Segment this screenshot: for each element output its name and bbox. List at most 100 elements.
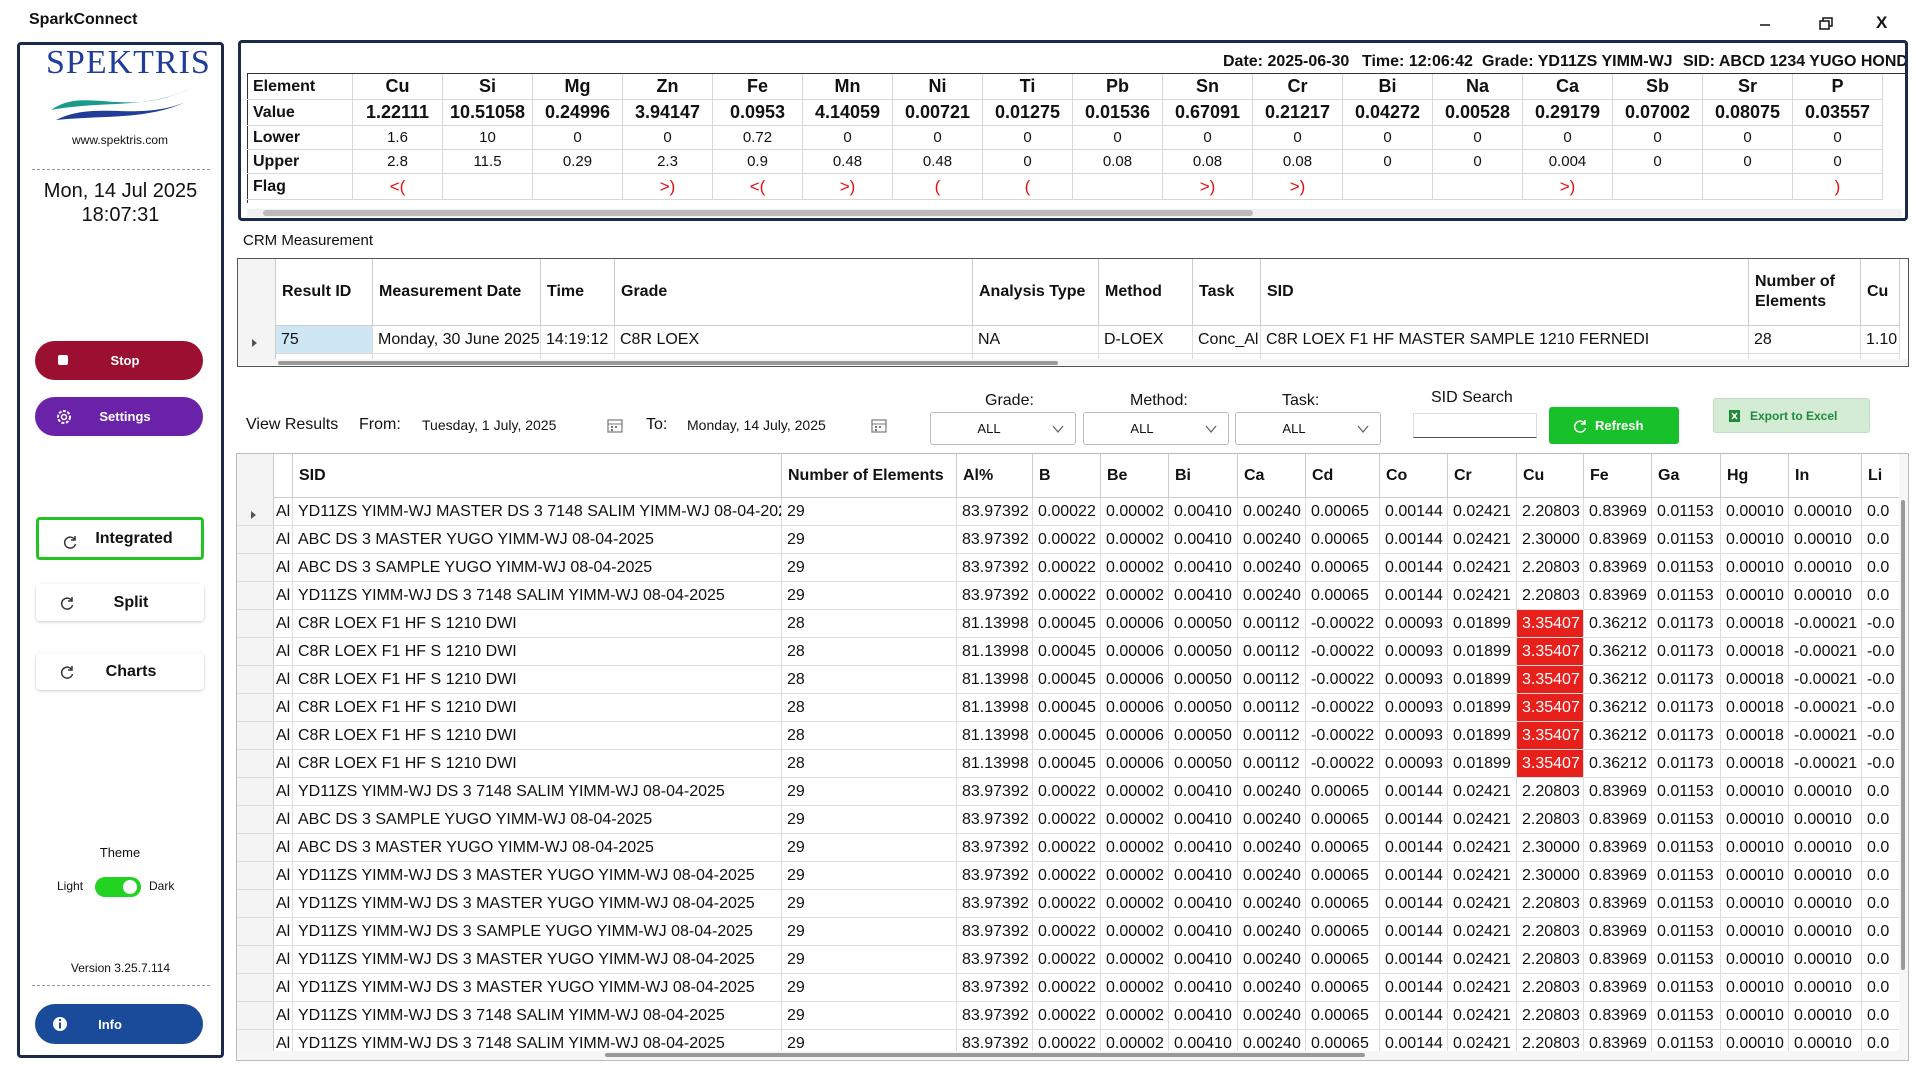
table-cell: YD11ZS YIMM-WJ DS 3 7148 SALIM YIMM-WJ 0… [293, 1002, 782, 1030]
table-cell: 0.83969 [1584, 1002, 1652, 1030]
sid-search-input[interactable] [1413, 413, 1537, 438]
table-cell [1433, 174, 1523, 200]
minimize-button[interactable] [1755, 14, 1775, 34]
table-cell: 0.00045 [1033, 722, 1101, 750]
column-header: B [1033, 454, 1101, 498]
table-cell: 0.83969 [1584, 582, 1652, 610]
button-label: Info [75, 1004, 145, 1044]
app-title: SparkConnect [29, 11, 137, 29]
table-cell: Al [274, 722, 293, 750]
table-cell: 0.83969 [1584, 946, 1652, 974]
column-header: Number of Elements [1749, 259, 1861, 326]
button-icon [51, 1015, 69, 1033]
table-cell: 0.00065 [1306, 526, 1380, 554]
scrollbar-thumb[interactable] [1901, 500, 1905, 970]
row-header-cell [237, 862, 274, 890]
column-header: Measurement Date [373, 259, 541, 326]
dropdown-arrow [1051, 422, 1065, 436]
table-cell: 0.00410 [1169, 862, 1238, 890]
column-header: Cu [1517, 454, 1584, 498]
table-cell: Al [274, 862, 293, 890]
grade-label: Grade: [985, 392, 1034, 410]
table-cell: 0.00006 [1101, 750, 1169, 778]
table-cell: 0.00240 [1238, 806, 1306, 834]
table-cell: 0.00006 [1101, 610, 1169, 638]
table-cell: 0.00410 [1169, 778, 1238, 806]
table-cell: 0.0 [1862, 946, 1900, 974]
table-cell: -0.00021 [1789, 694, 1862, 722]
table-cell: 0.02421 [1448, 862, 1517, 890]
column-header: Na [1433, 74, 1523, 100]
table-cell: 0.00093 [1380, 610, 1448, 638]
column-header: Co [1380, 454, 1448, 498]
table-cell: >) [803, 174, 893, 200]
calendar-button[interactable] [606, 416, 624, 434]
row-label: Flag [247, 174, 353, 200]
table-cell: -0.00022 [1306, 722, 1380, 750]
table-cell: 2.20803 [1517, 582, 1584, 610]
split-button[interactable]: Split [36, 584, 204, 621]
restore-button[interactable] [1815, 14, 1835, 34]
stop-button[interactable]: Stop [35, 341, 203, 380]
table-cell: 0.00045 [1033, 666, 1101, 694]
table-cell: D-LOEX [1099, 326, 1193, 354]
table-cell: YD11ZS YIMM-WJ DS 3 SAMPLE YUGO YIMM-WJ … [293, 918, 782, 946]
info-button[interactable]: Info [35, 1004, 203, 1044]
table-cell: 0.00093 [1380, 666, 1448, 694]
charts-button[interactable]: Charts [36, 653, 204, 690]
table-cell [443, 174, 533, 200]
table-cell: 0.00093 [1380, 750, 1448, 778]
row-header-cell [237, 806, 274, 834]
row-header-cell [237, 610, 274, 638]
refresh-button[interactable]: Refresh [1549, 407, 1679, 444]
dropdown[interactable]: ALL [1235, 412, 1381, 445]
table-cell: 0.0 [1862, 498, 1900, 526]
to-date[interactable]: Monday, 14 July, 2025 [687, 417, 826, 433]
table-cell: 0.00050 [1169, 722, 1238, 750]
table-cell: 0.00022 [1033, 554, 1101, 582]
table-cell: 0.0 [1862, 554, 1900, 582]
scrollbar-thumb[interactable] [605, 1053, 1365, 1057]
table-cell: 0.00410 [1169, 918, 1238, 946]
table-cell: Al [274, 554, 293, 582]
table-cell: 28 [782, 610, 957, 638]
table-cell: 0.00002 [1101, 862, 1169, 890]
settings-button[interactable]: Settings [35, 397, 203, 436]
table-cell: 75 [276, 326, 373, 354]
table-cell: -0.0 [1862, 750, 1900, 778]
theme-label: Theme [70, 845, 170, 860]
table-cell: Al [274, 750, 293, 778]
dropdown[interactable]: ALL [930, 412, 1076, 445]
export-button[interactable]: Export to Excel [1713, 398, 1870, 433]
integrated-button[interactable]: Integrated [36, 517, 204, 560]
table-cell: 0.00065 [1306, 946, 1380, 974]
row-header-cell [237, 582, 274, 610]
calendar-button[interactable] [870, 416, 888, 434]
table-cell: 0.01275 [983, 100, 1073, 126]
table-cell: -0.00022 [1306, 610, 1380, 638]
table-cell: 0.00410 [1169, 554, 1238, 582]
table-cell: 0.01153 [1652, 1002, 1721, 1030]
table-cell: 29 [782, 946, 957, 974]
table-cell: Al [274, 582, 293, 610]
table-cell: Al [274, 778, 293, 806]
table-cell: 83.97392 [957, 890, 1033, 918]
close-button[interactable]: X [1876, 13, 1887, 33]
scrollbar-thumb[interactable] [263, 210, 1253, 216]
table-cell: 0 [1793, 126, 1883, 150]
table-cell: 28 [782, 722, 957, 750]
table-cell: NA [973, 326, 1099, 354]
table-cell: 0.02421 [1448, 918, 1517, 946]
scrollbar-thumb[interactable] [278, 361, 1058, 365]
table-cell: -0.00021 [1789, 638, 1862, 666]
table-cell: 83.97392 [957, 582, 1033, 610]
dropdown[interactable]: ALL [1083, 412, 1229, 445]
table-cell: 0.01153 [1652, 554, 1721, 582]
table-cell: 0 [623, 126, 713, 150]
from-date[interactable]: Tuesday, 1 July, 2025 [422, 417, 556, 433]
table-cell: 0.00002 [1101, 890, 1169, 918]
table-cell: 0.00022 [1033, 918, 1101, 946]
table-cell: 0.48 [893, 150, 983, 174]
button-icon [1571, 417, 1589, 435]
theme-toggle[interactable] [95, 877, 141, 897]
